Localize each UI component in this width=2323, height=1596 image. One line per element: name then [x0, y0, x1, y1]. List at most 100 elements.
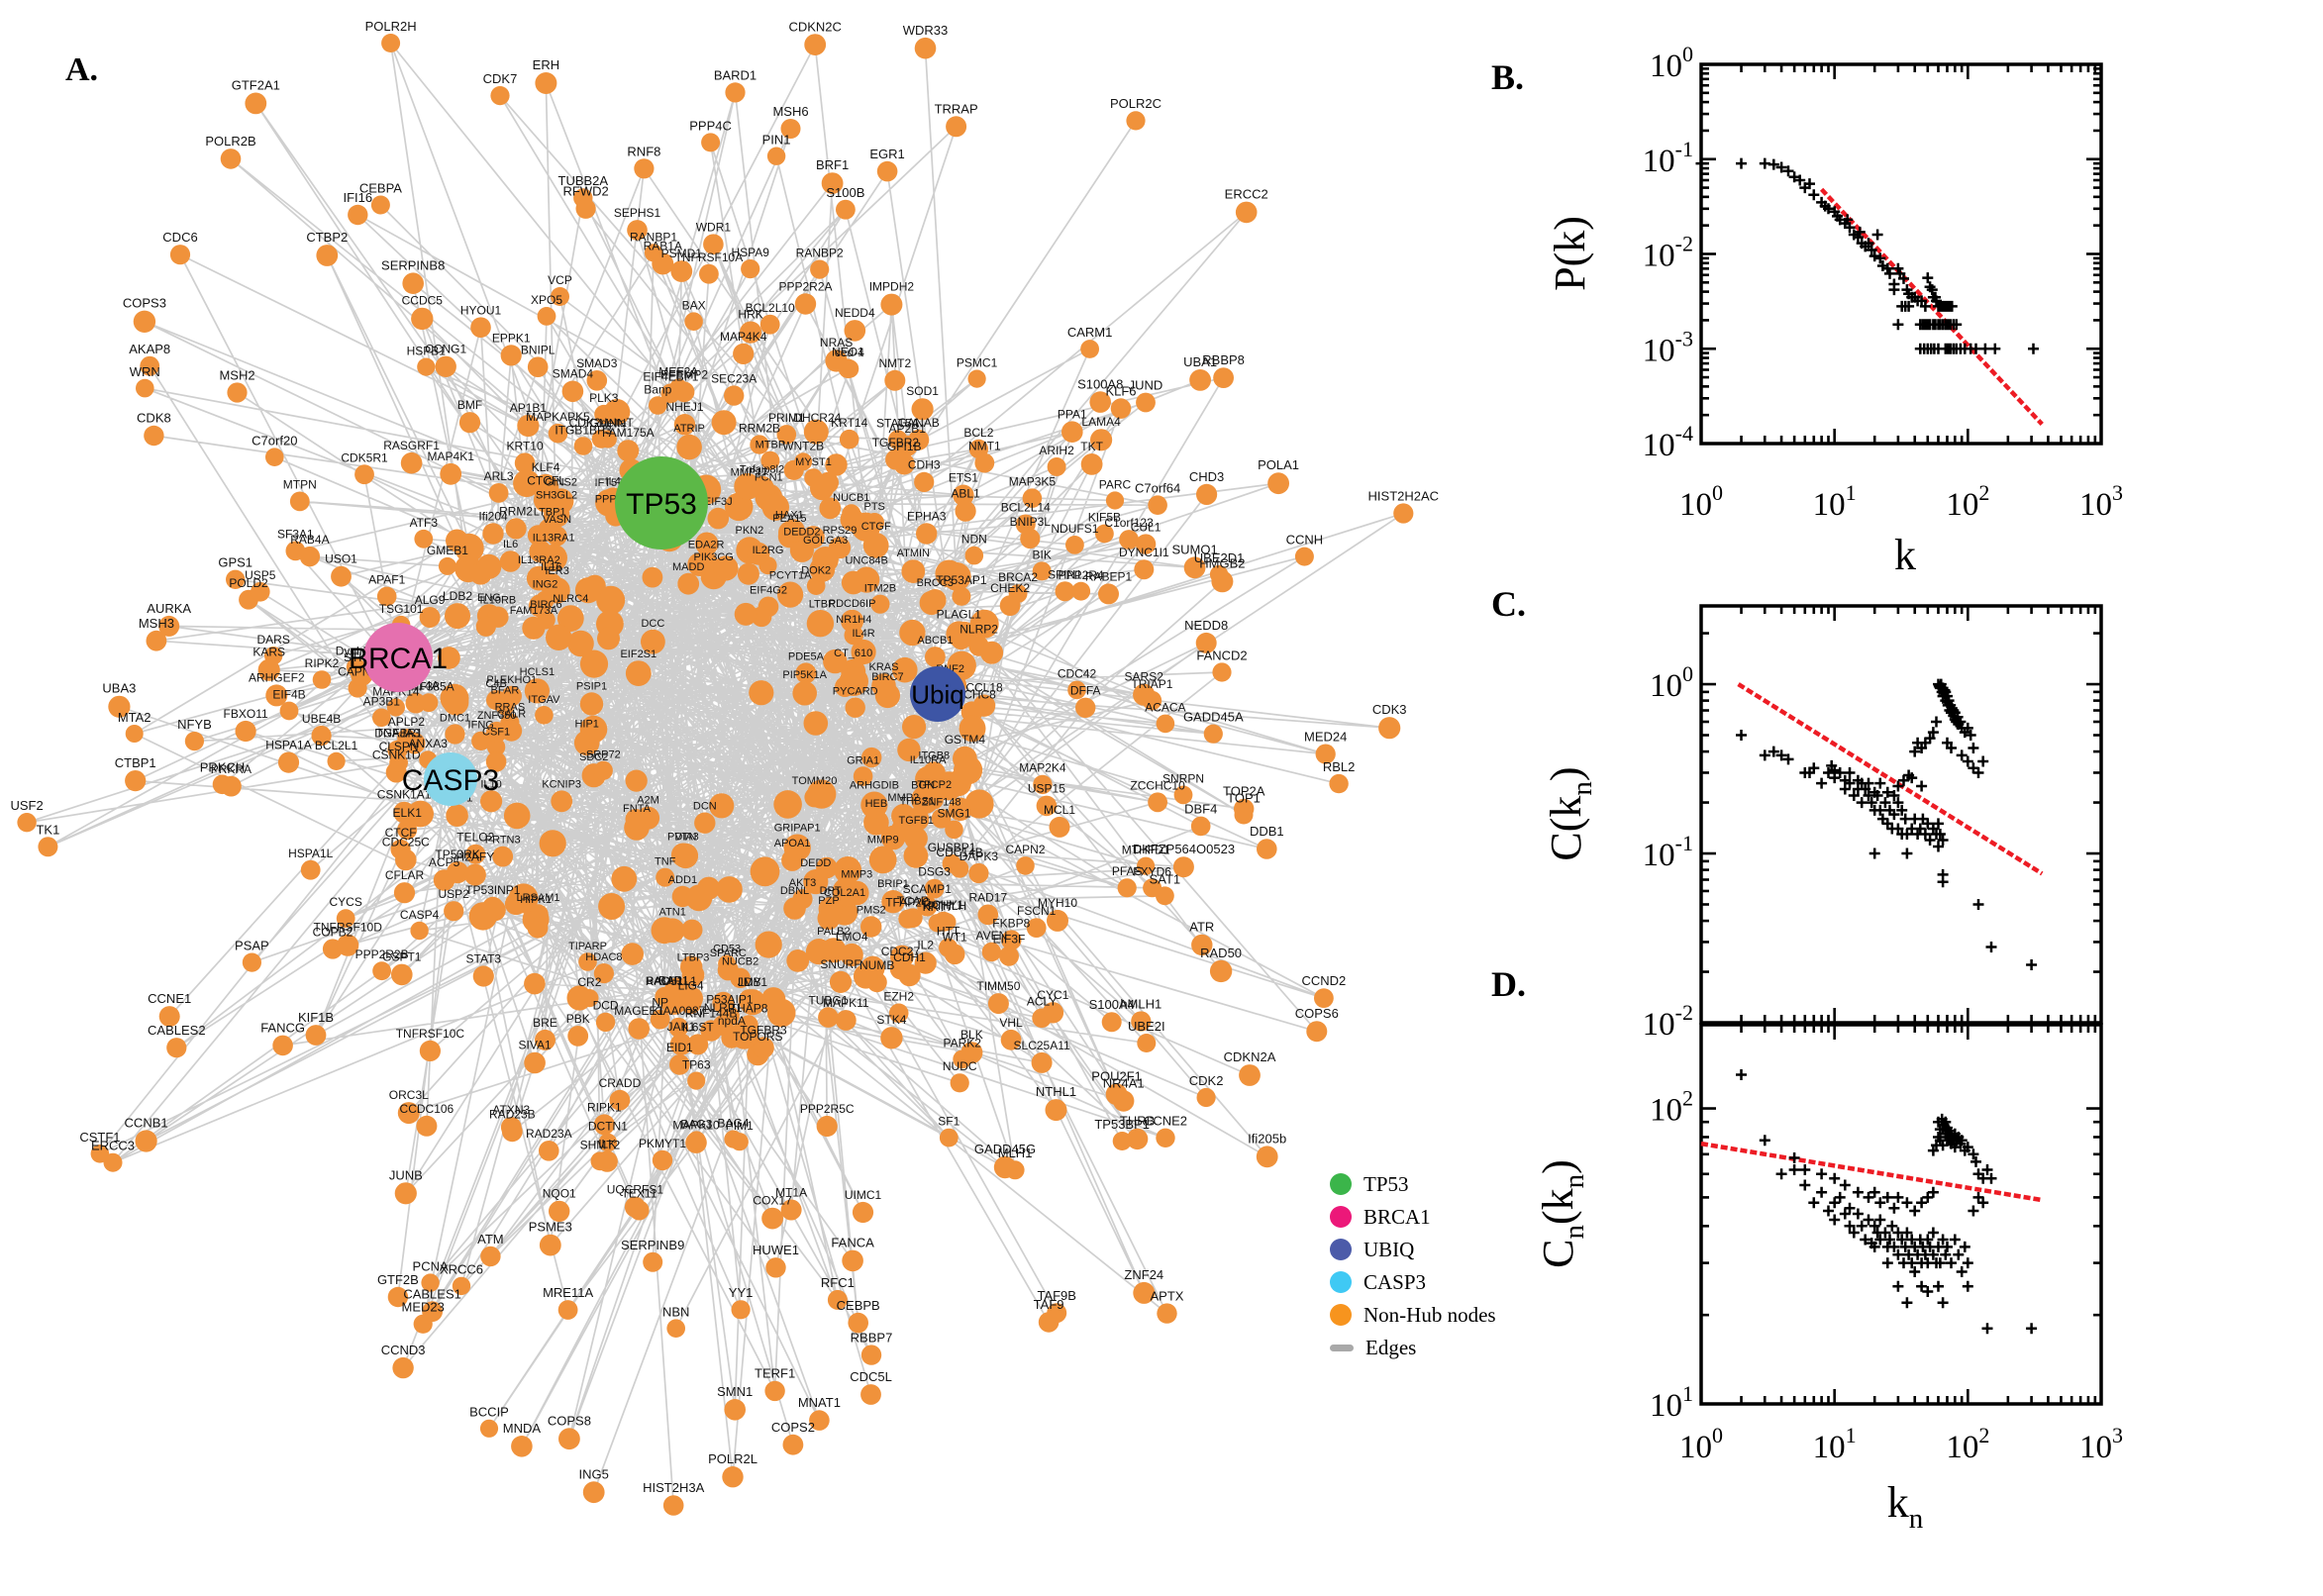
- network-node-label: CDC25C: [382, 836, 430, 849]
- network-node-label: KLF6: [1105, 383, 1136, 398]
- network-node-label: RAD50: [1200, 946, 1242, 960]
- network-node-label: FKBP8: [992, 916, 1030, 930]
- network-node-label: CDK7: [483, 71, 518, 86]
- network-node-label: SPIN1: [1048, 567, 1082, 581]
- network-node: [860, 916, 882, 938]
- network-node-label: TOP2A: [1223, 784, 1265, 799]
- panel-b-label: B.: [1491, 57, 1524, 97]
- network-node-label: NP: [652, 996, 668, 1010]
- network-node: [416, 1115, 438, 1137]
- network-node-label: POLD2: [229, 576, 268, 590]
- network-node: [924, 878, 945, 899]
- network-node: [593, 760, 613, 780]
- network-node: [598, 1133, 618, 1152]
- network-node-label: STK4: [876, 1013, 906, 1027]
- network-node: [673, 414, 696, 436]
- network-node-label: TUBB2A: [558, 173, 609, 188]
- network-node: [786, 949, 810, 972]
- network-node-label: CDH3: [908, 458, 941, 472]
- network-node: [1047, 1303, 1067, 1324]
- network-node: [738, 989, 760, 1012]
- network-node: [668, 1017, 689, 1038]
- hub-label-BRCA1: BRCA1: [349, 643, 448, 675]
- network-node-label: PPP2R2B: [355, 948, 409, 961]
- network-node-label: PARC: [1099, 477, 1132, 491]
- network-node-label: HUWE1: [753, 1243, 799, 1257]
- network-node: [699, 263, 719, 284]
- network-node: [781, 519, 805, 543]
- network-node-label: PIP5K1A: [782, 669, 827, 681]
- network-node-label: NEDD4: [835, 306, 875, 320]
- network-node-label: DBF4: [1184, 802, 1217, 817]
- network-node-label: ABL1: [951, 487, 980, 501]
- network-node: [818, 1007, 839, 1028]
- network-node-label: TIMM50: [976, 979, 1020, 993]
- network-node-label: TP53BP1: [1094, 1117, 1150, 1132]
- network-node: [911, 398, 934, 421]
- network-node: [981, 942, 1002, 962]
- network-node-label: GUSBP1: [928, 841, 976, 854]
- network-node-label: CDC27: [881, 945, 921, 958]
- network-node-label: CR2: [577, 975, 601, 989]
- network-node-label: DAPK3: [960, 849, 999, 863]
- network-node: [551, 287, 569, 306]
- network-node-label: COX17: [753, 1194, 792, 1208]
- network-node: [950, 1073, 969, 1093]
- network-node: [764, 1380, 785, 1402]
- network-graph: CSTF1 GTF2A1 HIST2H2AC HIST2H3A ING5 ERCC3 ERC…: [10, 19, 1439, 1516]
- network-node: [919, 590, 944, 616]
- network-node-label: TAF9: [1034, 1297, 1064, 1312]
- network-node-label: BACH1: [647, 975, 683, 987]
- network-node: [1294, 547, 1314, 566]
- x-axis-title: k: [1894, 531, 1916, 579]
- network-node-label: GTF2B: [377, 1272, 419, 1287]
- network-node-label: S100A8: [1077, 376, 1123, 391]
- network-node-label: MYH10: [1038, 896, 1077, 910]
- network-node: [1095, 524, 1114, 544]
- network-node: [337, 934, 359, 956]
- network-node: [1191, 934, 1213, 956]
- network-node: [419, 607, 441, 628]
- network-node-label: BRCA2: [998, 570, 1038, 584]
- data-points: [1736, 678, 2038, 970]
- network-node: [1378, 717, 1401, 740]
- network-node-label: RFC1: [821, 1275, 855, 1290]
- network-node-label: GANAB: [898, 416, 940, 430]
- tick-label-10e2: 102: [1946, 480, 1989, 523]
- network-node: [880, 1027, 903, 1049]
- network-node-label: SMAD4: [553, 366, 594, 380]
- network-node-label: KCNIP3: [542, 778, 581, 790]
- network-node: [741, 259, 760, 279]
- network-node: [300, 859, 321, 880]
- tick-label-10e-2: 10-2: [1643, 1000, 1693, 1043]
- network-node: [1126, 1128, 1149, 1150]
- network-node: [1133, 1281, 1156, 1304]
- network-node: [964, 789, 994, 819]
- network-node-label: AVEN: [976, 929, 1008, 943]
- network-node: [880, 293, 903, 316]
- network-node: [403, 732, 426, 754]
- network-node: [625, 660, 652, 686]
- network-node: [911, 785, 940, 814]
- network-node-label: EPHA3: [907, 509, 947, 523]
- network-node: [1329, 773, 1349, 794]
- network-node-label: C1orf123: [1104, 516, 1154, 530]
- network-node: [899, 619, 926, 647]
- network-node: [529, 540, 552, 563]
- network-node-label: GTF2A1: [232, 78, 280, 93]
- network-node: [463, 863, 486, 886]
- network-node-label: PLK3: [589, 391, 619, 405]
- network-node: [669, 1053, 690, 1075]
- network-node: [561, 380, 584, 403]
- network-node: [838, 358, 858, 379]
- network-node-label: TEX11: [622, 1186, 657, 1200]
- network-node-label: POLR2C: [1110, 96, 1162, 111]
- network-node: [539, 1141, 559, 1161]
- network-node: [666, 1319, 685, 1338]
- network-node: [611, 865, 638, 892]
- network-node: [999, 595, 1021, 616]
- network-node: [662, 1495, 684, 1516]
- network-node: [707, 507, 730, 530]
- network-node: [158, 615, 180, 637]
- network-node: [885, 449, 906, 470]
